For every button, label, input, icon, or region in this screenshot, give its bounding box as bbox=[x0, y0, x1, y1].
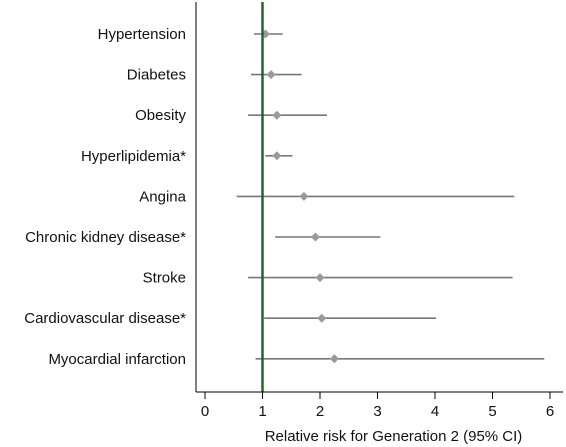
row-label: Obesity bbox=[135, 107, 186, 124]
forest-row: Hypertension bbox=[98, 26, 283, 43]
row-label: Stroke bbox=[143, 270, 186, 287]
x-tick-label: 4 bbox=[431, 403, 439, 420]
estimate-marker bbox=[315, 273, 325, 283]
row-label: Angina bbox=[139, 188, 186, 205]
forest-row: Obesity bbox=[135, 107, 327, 124]
estimate-marker bbox=[317, 313, 327, 323]
forest-row: Stroke bbox=[143, 270, 513, 287]
x-tick-label: 6 bbox=[546, 403, 554, 420]
x-axis-title: Relative risk for Generation 2 (95% CI) bbox=[265, 428, 523, 445]
row-label: Myocardial infarction bbox=[48, 351, 186, 368]
row-label: Hyperlipidemia* bbox=[81, 148, 186, 165]
estimate-marker bbox=[310, 232, 320, 242]
estimate-marker bbox=[266, 70, 276, 80]
forest-rows: Hypertension Diabetes Obesity Hyperlipidemi… bbox=[24, 26, 545, 368]
forest-row: Cardiovascular disease* bbox=[24, 310, 437, 327]
forest-row: Chronic kidney disease* bbox=[25, 229, 381, 246]
forest-row: Diabetes bbox=[127, 67, 302, 84]
x-tick-label: 3 bbox=[373, 403, 381, 420]
estimate-marker bbox=[299, 191, 309, 201]
estimate-marker bbox=[272, 151, 282, 161]
row-label: Chronic kidney disease* bbox=[25, 229, 186, 246]
row-label: Cardiovascular disease* bbox=[24, 310, 186, 327]
x-tick-label: 1 bbox=[258, 403, 266, 420]
x-tick-label: 2 bbox=[316, 403, 324, 420]
forest-row: Angina bbox=[139, 188, 515, 205]
forest-row: Hyperlipidemia* bbox=[81, 148, 293, 165]
estimate-marker bbox=[329, 354, 339, 364]
x-tick-label: 0 bbox=[201, 403, 209, 420]
estimate-marker bbox=[272, 110, 282, 120]
forest-row: Myocardial infarction bbox=[48, 351, 545, 368]
row-label: Diabetes bbox=[127, 67, 186, 84]
x-tick-label: 5 bbox=[488, 403, 496, 420]
row-label: Hypertension bbox=[98, 26, 186, 43]
x-axis-ticks: 0 1 2 3 4 5 6 bbox=[201, 392, 554, 420]
